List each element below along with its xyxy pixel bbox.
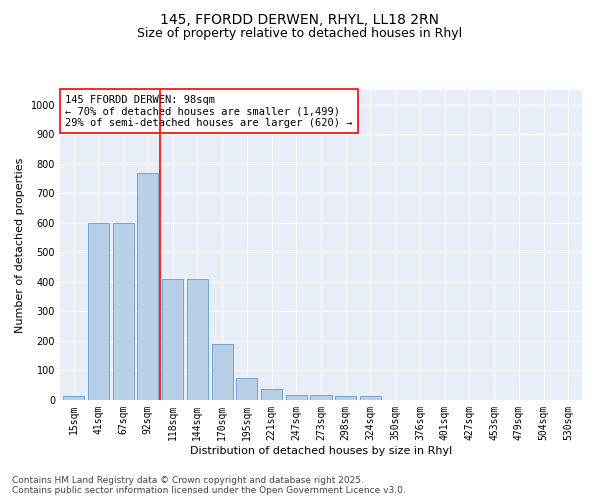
Bar <box>88 223 109 400</box>
Y-axis label: Number of detached properties: Number of detached properties <box>15 158 25 332</box>
Text: 145, FFORDD DERWEN, RHYL, LL18 2RN: 145, FFORDD DERWEN, RHYL, LL18 2RN <box>161 12 439 26</box>
Text: 145 FFORDD DERWEN: 98sqm
← 70% of detached houses are smaller (1,499)
29% of sem: 145 FFORDD DERWEN: 98sqm ← 70% of detach… <box>65 94 353 128</box>
Bar <box>113 223 134 400</box>
X-axis label: Distribution of detached houses by size in Rhyl: Distribution of detached houses by size … <box>190 446 452 456</box>
Bar <box>286 394 307 400</box>
Bar <box>137 172 158 400</box>
Text: Contains HM Land Registry data © Crown copyright and database right 2025.
Contai: Contains HM Land Registry data © Crown c… <box>12 476 406 495</box>
Text: Size of property relative to detached houses in Rhyl: Size of property relative to detached ho… <box>137 28 463 40</box>
Bar <box>63 396 84 400</box>
Bar <box>236 378 257 400</box>
Bar <box>310 394 332 400</box>
Bar <box>360 396 381 400</box>
Bar <box>335 396 356 400</box>
Bar <box>187 279 208 400</box>
Bar <box>162 279 183 400</box>
Bar <box>212 344 233 400</box>
Bar <box>261 389 282 400</box>
